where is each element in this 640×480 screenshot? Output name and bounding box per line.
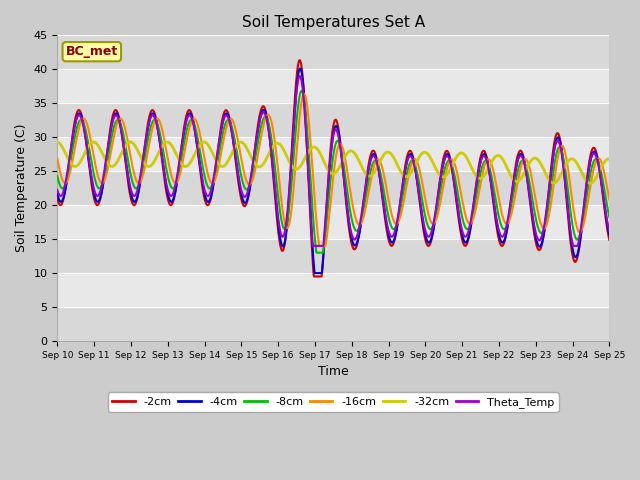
-4cm (492, 214, 500, 220)
-2cm (541, 227, 548, 232)
-2cm (163, 191, 170, 197)
Theta_Temp (492, 212, 500, 218)
-16cm (605, 197, 613, 203)
Bar (58, 137, 609, 171)
-32cm (163, 139, 171, 145)
Line: -4cm: -4cm (58, 69, 609, 273)
-4cm (311, 270, 319, 276)
Bar (58, 273, 609, 307)
Bar (58, 69, 609, 103)
-4cm (54, 191, 61, 197)
-16cm (163, 150, 170, 156)
-16cm (176, 171, 184, 177)
-16cm (420, 188, 428, 193)
Theta_Temp (605, 228, 613, 234)
-8cm (163, 168, 170, 174)
-8cm (298, 88, 305, 94)
-4cm (163, 186, 170, 192)
-8cm (54, 173, 61, 179)
Bar (58, 171, 609, 205)
-8cm (420, 206, 428, 212)
-4cm (296, 66, 304, 72)
-32cm (239, 140, 246, 145)
-4cm (605, 232, 613, 238)
-32cm (605, 156, 613, 162)
-4cm (238, 194, 246, 200)
-16cm (541, 226, 548, 231)
-16cm (300, 91, 308, 97)
-32cm (586, 180, 594, 186)
-32cm (177, 159, 184, 165)
Line: -2cm: -2cm (58, 60, 609, 276)
-16cm (54, 156, 61, 162)
-8cm (238, 176, 246, 182)
-2cm (176, 154, 184, 160)
Theta_Temp (238, 190, 246, 195)
Bar (58, 103, 609, 137)
Theta_Temp (420, 220, 428, 226)
Line: -32cm: -32cm (58, 142, 609, 183)
Bar (58, 205, 609, 239)
-32cm (492, 154, 499, 159)
-2cm (238, 199, 246, 204)
-4cm (420, 223, 428, 229)
X-axis label: Time: Time (318, 365, 349, 378)
Theta_Temp (296, 73, 303, 79)
Legend: -2cm, -4cm, -8cm, -16cm, -32cm, Theta_Temp: -2cm, -4cm, -8cm, -16cm, -32cm, Theta_Te… (108, 393, 559, 412)
-2cm (296, 57, 303, 63)
-2cm (605, 237, 613, 242)
Bar (58, 239, 609, 273)
Theta_Temp (54, 187, 61, 193)
-2cm (492, 219, 500, 225)
Line: -16cm: -16cm (58, 94, 609, 246)
Bar (58, 307, 609, 341)
Line: Theta_Temp: Theta_Temp (58, 76, 609, 246)
Y-axis label: Soil Temperature (C): Soil Temperature (C) (15, 124, 28, 252)
Text: BC_met: BC_met (66, 45, 118, 58)
-8cm (176, 163, 184, 168)
-8cm (492, 198, 500, 204)
Theta_Temp (176, 153, 184, 159)
Theta_Temp (309, 243, 317, 249)
-4cm (541, 228, 548, 233)
-32cm (540, 168, 548, 173)
-16cm (238, 159, 246, 165)
Theta_Temp (541, 221, 548, 227)
-2cm (54, 196, 61, 202)
Bar (58, 36, 609, 69)
-2cm (420, 228, 428, 234)
Theta_Temp (163, 182, 170, 188)
-32cm (419, 150, 427, 156)
Line: -8cm: -8cm (58, 91, 609, 252)
-8cm (605, 214, 613, 220)
-32cm (54, 139, 61, 145)
-8cm (313, 250, 321, 255)
-16cm (492, 180, 500, 185)
-2cm (310, 274, 318, 279)
-8cm (541, 224, 548, 230)
Title: Soil Temperatures Set A: Soil Temperatures Set A (242, 15, 425, 30)
-16cm (316, 243, 323, 249)
-4cm (176, 157, 184, 163)
-32cm (90, 139, 97, 145)
